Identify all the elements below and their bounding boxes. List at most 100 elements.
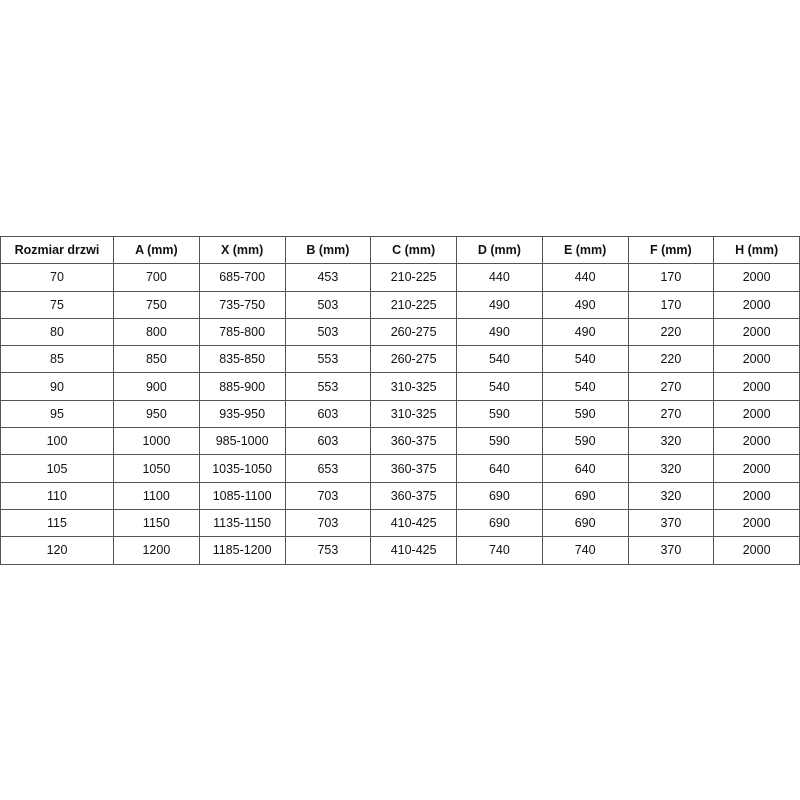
table-header-row: Rozmiar drzwi A (mm) X (mm) B (mm) C (mm) D (… (0, 235, 800, 265)
table-cell: 360-375 (370, 427, 457, 456)
table-cell: 220 (627, 345, 715, 374)
table-row: 100 1000 985-1000 603 360-375 590 590 320 2000 (0, 427, 800, 456)
table-cell: 110 (0, 481, 114, 510)
table-cell: 440 (541, 263, 629, 292)
table-cell: 603 (284, 427, 372, 456)
table-cell: 603 (284, 399, 372, 429)
table-cell: 540 (541, 372, 629, 401)
table-cell: 270 (627, 372, 715, 401)
table-cell: 590 (456, 399, 543, 429)
column-header: Rozmiar drzwi (0, 235, 114, 265)
table-cell: 320 (627, 427, 715, 456)
table-cell: 703 (284, 508, 372, 538)
table-cell: 1035-1050 (198, 454, 286, 483)
column-header: X (mm) (198, 235, 286, 265)
table-cell: 115 (0, 508, 114, 538)
table-cell: 700 (113, 263, 200, 292)
table-row: 95 950 935-950 603 310-325 590 590 270 2000 (0, 399, 800, 429)
table-cell: 440 (456, 263, 543, 292)
table-cell: 370 (627, 508, 715, 538)
table-cell: 170 (627, 263, 715, 292)
table-cell: 690 (456, 508, 543, 538)
table-cell: 75 (0, 290, 114, 319)
table-cell: 950 (113, 399, 200, 429)
column-header: H (mm) (713, 235, 800, 265)
table-row: 90 900 885-900 553 310-325 540 540 270 2000 (0, 372, 800, 401)
table-cell: 100 (0, 427, 114, 456)
table-row: 115 1150 1135-1150 703 410-425 690 690 370 2000 (0, 508, 800, 538)
table-cell: 2000 (713, 427, 800, 456)
table-cell: 653 (284, 454, 372, 483)
table-cell: 170 (627, 290, 715, 319)
table-row: 75 750 735-750 503 210-225 490 490 170 2000 (0, 290, 800, 319)
table-cell: 885-900 (198, 372, 286, 401)
table-cell: 985-1000 (198, 427, 286, 456)
table-cell: 1185-1200 (198, 536, 286, 565)
table-cell: 740 (541, 536, 629, 565)
table-cell: 1135-1150 (198, 508, 286, 538)
table-cell: 685-700 (198, 263, 286, 292)
table-cell: 210-225 (370, 263, 457, 292)
table-cell: 2000 (713, 536, 800, 565)
table-cell: 490 (541, 290, 629, 319)
table-cell: 1085-1100 (198, 481, 286, 510)
table-cell: 320 (627, 481, 715, 510)
table-row: 110 1100 1085-1100 703 360-375 690 690 320 2000 (0, 481, 800, 510)
table-cell: 105 (0, 454, 114, 483)
table-cell: 410-425 (370, 508, 457, 538)
table-cell: 2000 (713, 317, 800, 347)
table-cell: 785-800 (198, 317, 286, 347)
table-cell: 1050 (113, 454, 200, 483)
table-cell: 360-375 (370, 454, 457, 483)
table-cell: 503 (284, 290, 372, 319)
dimensions-table: Rozmiar drzwi A (mm) X (mm) B (mm) C (mm) D (… (0, 235, 800, 565)
table-cell: 2000 (713, 481, 800, 510)
table-cell: 310-325 (370, 372, 457, 401)
table-cell: 2000 (713, 290, 800, 319)
table-cell: 2000 (713, 345, 800, 374)
table-cell: 2000 (713, 372, 800, 401)
table-cell: 120 (0, 536, 114, 565)
table-cell: 80 (0, 317, 114, 347)
table-cell: 703 (284, 481, 372, 510)
table-cell: 320 (627, 454, 715, 483)
table-cell: 95 (0, 399, 114, 429)
table-row: 70 700 685-700 453 210-225 440 440 170 2000 (0, 263, 800, 292)
table-cell: 935-950 (198, 399, 286, 429)
table-cell: 590 (541, 399, 629, 429)
column-header: A (mm) (113, 235, 200, 265)
table-cell: 70 (0, 263, 114, 292)
table-cell: 540 (541, 345, 629, 374)
table-cell: 850 (113, 345, 200, 374)
table-cell: 900 (113, 372, 200, 401)
table-cell: 503 (284, 317, 372, 347)
table-cell: 640 (456, 454, 543, 483)
column-header: E (mm) (541, 235, 629, 265)
table-cell: 750 (113, 290, 200, 319)
table-cell: 2000 (713, 508, 800, 538)
table-cell: 690 (456, 481, 543, 510)
table-cell: 540 (456, 372, 543, 401)
table-cell: 640 (541, 454, 629, 483)
table-cell: 90 (0, 372, 114, 401)
table-cell: 490 (456, 290, 543, 319)
table-cell: 210-225 (370, 290, 457, 319)
table-cell: 490 (456, 317, 543, 347)
column-header: B (mm) (284, 235, 372, 265)
table-row: 80 800 785-800 503 260-275 490 490 220 2000 (0, 317, 800, 347)
table-cell: 453 (284, 263, 372, 292)
table-cell: 220 (627, 317, 715, 347)
table-cell: 2000 (713, 454, 800, 483)
column-header: D (mm) (456, 235, 543, 265)
table-cell: 800 (113, 317, 200, 347)
column-header: C (mm) (370, 235, 457, 265)
column-header: F (mm) (627, 235, 715, 265)
table-cell: 270 (627, 399, 715, 429)
table-cell: 690 (541, 481, 629, 510)
table-cell: 260-275 (370, 317, 457, 347)
table-cell: 690 (541, 508, 629, 538)
table-cell: 260-275 (370, 345, 457, 374)
table-row: 85 850 835-850 553 260-275 540 540 220 2000 (0, 345, 800, 374)
table-cell: 490 (541, 317, 629, 347)
table-cell: 410-425 (370, 536, 457, 565)
